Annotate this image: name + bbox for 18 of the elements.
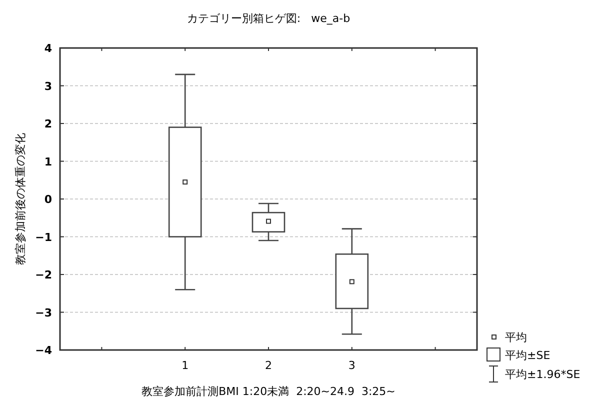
y-tick-label: −2 (35, 268, 52, 282)
y-tick-label: 3 (44, 80, 52, 93)
x-axis-title: 教室参加前計測BMI 1:20未満 2:20~24.9 3:25~ (142, 385, 396, 398)
y-tick-label: −1 (35, 230, 52, 244)
text: 平均±1.96*SE (505, 368, 580, 381)
x-tick-label: 2 (265, 359, 272, 372)
y-axis-title: 教室参加前後の体重の変化 (14, 133, 27, 265)
text: 平均±SE (505, 349, 550, 362)
x-tick-label: 1 (182, 359, 189, 372)
chart-title: カテゴリー別箱ヒゲ図: we_a-b (186, 12, 350, 25)
y-tick-label: 2 (44, 118, 52, 130)
text: 平均 (505, 331, 527, 344)
y-tick-label: −4 (35, 344, 52, 357)
y-tick-label: 0 (44, 193, 52, 206)
x-tick-label: 3 (348, 359, 356, 372)
y-tick-label: 1 (44, 155, 52, 168)
y-tick-label: 4 (44, 42, 52, 55)
y-tick-label: −3 (35, 306, 52, 320)
